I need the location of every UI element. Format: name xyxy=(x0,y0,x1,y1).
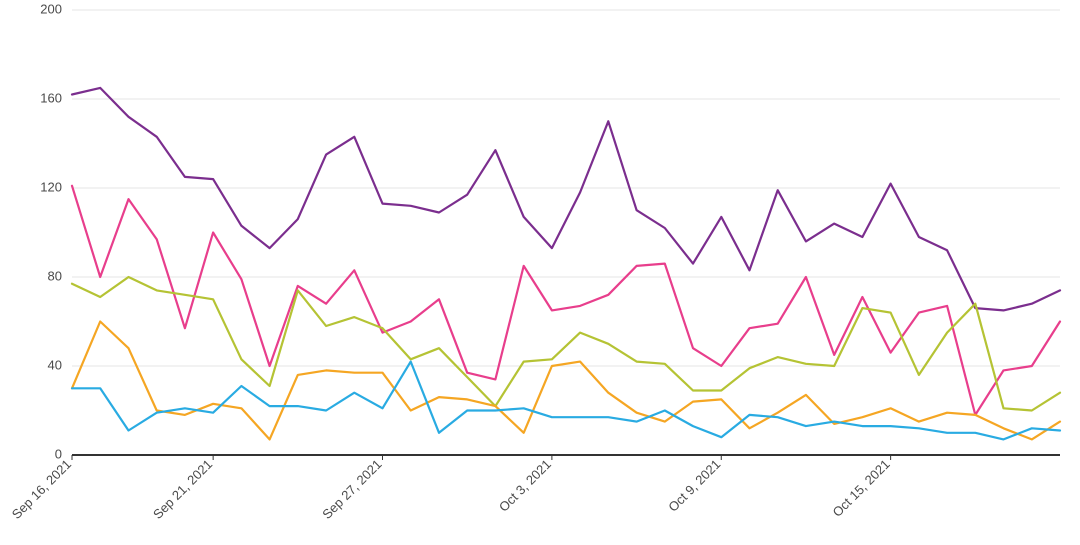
y-tick-label: 160 xyxy=(40,90,62,105)
y-tick-label: 80 xyxy=(48,268,62,283)
cases-line-chart: Number of cases 04080120160200Sep 16, 20… xyxy=(0,0,1080,545)
y-tick-label: 40 xyxy=(48,357,62,372)
y-tick-label: 120 xyxy=(40,179,62,194)
y-tick-label: 200 xyxy=(40,1,62,16)
chart-svg: 04080120160200Sep 16, 2021Sep 21, 2021Se… xyxy=(0,0,1080,545)
